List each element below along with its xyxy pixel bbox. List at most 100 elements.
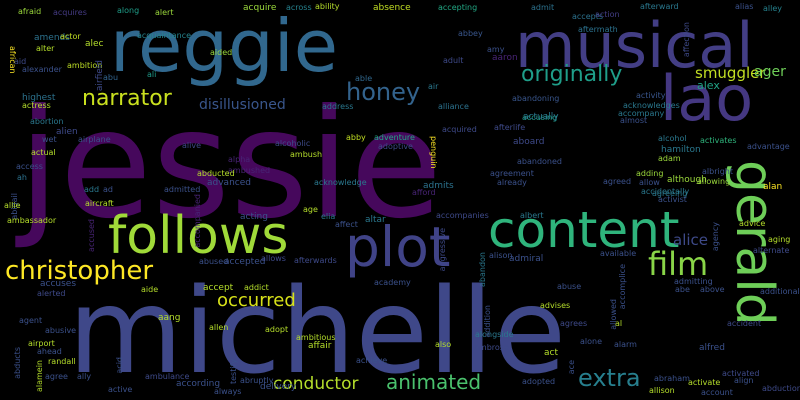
word-alien: alien	[56, 127, 78, 137]
word-additional: additional	[760, 287, 800, 296]
word-smuggler: smuggler	[695, 64, 766, 82]
word-aided: aided	[210, 48, 233, 57]
word-aid: aid	[14, 57, 27, 66]
word-always: always	[214, 387, 242, 396]
word-aircraft: aircraft	[85, 199, 114, 208]
word-ambush: ambush	[290, 150, 323, 159]
word-afterlife: afterlife	[494, 123, 526, 132]
word-agency: agency	[711, 222, 720, 252]
word-access: access	[16, 162, 43, 171]
word-activated: activated	[722, 369, 760, 378]
word-allows: allows	[261, 254, 286, 263]
word-abused: abused	[199, 257, 229, 266]
word-alert: alert	[155, 8, 174, 17]
word-afford: afford	[412, 188, 436, 197]
word-alcohol: alcohol	[658, 134, 687, 143]
word-academy: academy	[374, 278, 411, 287]
word-extra: extra	[578, 364, 641, 392]
word-align: align	[734, 376, 754, 385]
word-allison: allison	[649, 386, 675, 395]
word-afraid: afraid	[18, 7, 42, 16]
word-actor: actor	[60, 32, 81, 41]
word-alice: alice	[673, 231, 709, 249]
word-add: add	[84, 185, 100, 194]
word-alcoholic: alcoholic	[275, 139, 311, 148]
word-alliance: alliance	[438, 102, 469, 111]
word-advises: advises	[540, 301, 571, 310]
word-reggie: reggie	[110, 4, 339, 88]
word-ambrose: ambrose	[474, 343, 509, 352]
word-plot: plot	[345, 215, 451, 279]
word-alan: alan	[763, 182, 783, 192]
word-ally: ally	[77, 372, 92, 381]
word-animated: animated	[386, 370, 482, 394]
word-abortion: abortion	[30, 117, 64, 126]
word-aang: aang	[158, 313, 181, 323]
word-alley: alley	[763, 4, 783, 13]
word-aaron: aaron	[492, 53, 518, 63]
word-acquires: acquires	[53, 8, 87, 17]
word-aging: aging	[768, 235, 791, 244]
word-abraham: abraham	[654, 374, 690, 383]
word-disillusioned: disillusioned	[199, 97, 286, 113]
word-activates: activates	[700, 136, 737, 145]
word-abandoning: abandoning	[512, 94, 560, 103]
word-acting: acting	[240, 212, 268, 222]
word-alias: alias	[735, 2, 754, 11]
word-jessie: jessie	[18, 78, 443, 252]
word-albright: albright	[702, 167, 733, 176]
word-admits: admits	[423, 181, 454, 191]
word-adopted: adopted	[522, 377, 556, 386]
word-admiral: admiral	[509, 254, 544, 264]
word-agreeing: agreeing	[652, 189, 688, 198]
word-abusive: abusive	[45, 326, 77, 335]
word-follows: follows	[108, 206, 289, 266]
word-michelle: michelle	[68, 262, 567, 400]
word-achieve: achieve	[356, 356, 388, 365]
word-above: above	[700, 285, 725, 294]
word-penguin: penguin	[429, 136, 438, 169]
word-allen: allen	[209, 323, 229, 332]
word-activist: activist	[658, 195, 687, 204]
word-testify: testify	[229, 359, 238, 384]
word-ager: ager	[754, 64, 786, 80]
word-allowing: allowing	[697, 177, 731, 186]
word-delivery: delivery	[260, 382, 297, 392]
word-already: already	[497, 178, 527, 187]
word-ability: ability	[315, 2, 340, 11]
word-address: address	[322, 102, 354, 111]
word-alive: alive	[182, 141, 202, 150]
word-acquired: acquired	[442, 125, 477, 134]
word-actually: actually	[523, 112, 559, 122]
word-agree: agree	[45, 372, 68, 381]
word-afterwards: afterwards	[294, 256, 337, 265]
word-alongside: alongside	[475, 330, 514, 339]
word-alter: alter	[36, 44, 55, 53]
word-accepting: accepting	[438, 3, 478, 12]
word-allie: allie	[4, 201, 21, 210]
word-originally: originally	[521, 62, 623, 87]
word-content: content	[488, 201, 680, 259]
word-advanced: advanced	[207, 178, 251, 188]
word-affect: affect	[335, 220, 358, 229]
word-airport: airport	[28, 339, 55, 348]
word-addition: addition	[483, 305, 492, 338]
word-affection: affection	[682, 22, 691, 58]
word-albert: albert	[520, 211, 544, 220]
word-airfield: airfield	[95, 60, 105, 92]
word-almost: almost	[620, 116, 648, 125]
word-christopher: christopher	[5, 256, 154, 286]
word-allow: allow	[639, 178, 660, 187]
word-occurred: occurred	[217, 290, 296, 311]
word-affair: affair	[308, 341, 332, 351]
word-ali: ali	[147, 70, 157, 79]
word-available: available	[600, 249, 637, 258]
word-abe: abe	[675, 285, 690, 294]
word-aggressive: aggressive	[438, 228, 447, 272]
word-ah: ah	[17, 173, 27, 182]
word-abandon: abandon	[478, 252, 487, 287]
word-accompanied: accompanied	[193, 194, 202, 248]
word-accepts: accepts	[572, 12, 604, 21]
word-aboard: aboard	[513, 137, 545, 147]
